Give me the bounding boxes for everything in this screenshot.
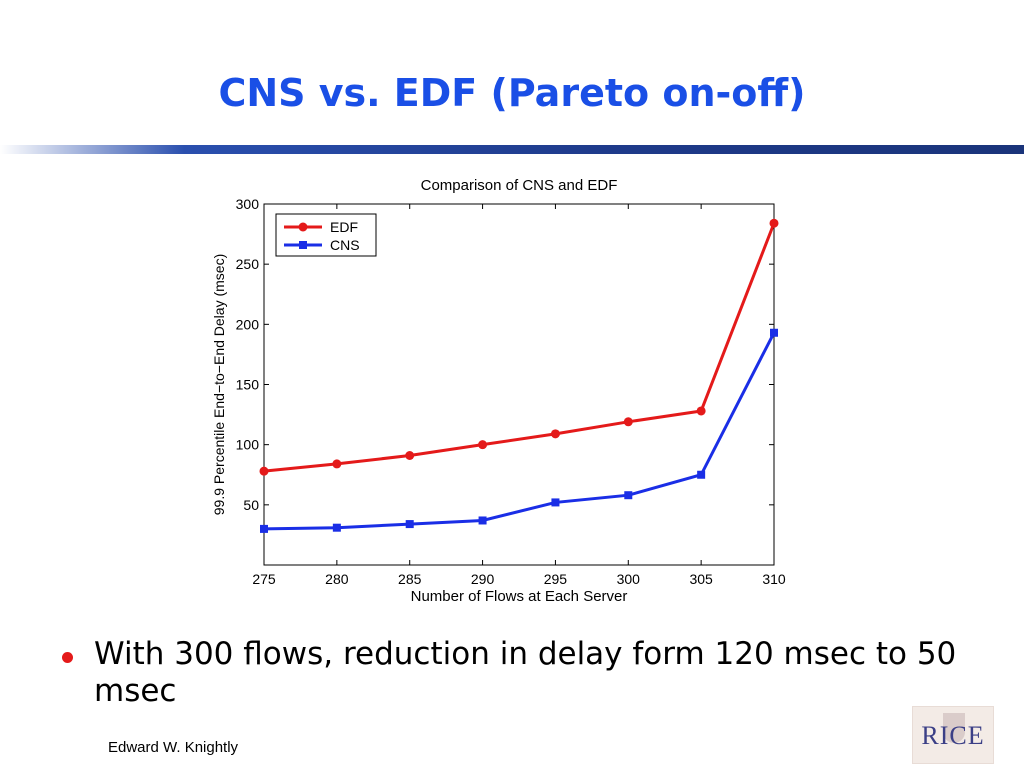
- x-tick-label: 290: [471, 571, 495, 587]
- data-point-edf: [550, 429, 560, 439]
- legend-label-cns: CNS: [330, 237, 360, 253]
- data-point-edf: [478, 440, 488, 450]
- data-point-cns: [697, 470, 706, 479]
- x-tick-label: 310: [762, 571, 786, 587]
- bullet-text: With 300 flows, reduction in delay form …: [94, 636, 957, 709]
- y-tick-label: 300: [236, 196, 260, 212]
- data-point-cns: [260, 524, 268, 533]
- x-tick-label: 285: [398, 571, 422, 587]
- legend-label-edf: EDF: [330, 219, 358, 235]
- x-tick-label: 275: [252, 571, 276, 587]
- legend-box: [275, 213, 377, 257]
- y-tick-label: 100: [236, 437, 260, 453]
- legend-marker-cns: [299, 241, 307, 249]
- title-divider: [0, 145, 1024, 154]
- legend-marker-edf: [298, 222, 308, 232]
- data-point-cns: [770, 328, 778, 337]
- logo-wordmark: RICE: [921, 721, 985, 750]
- data-point-cns: [624, 491, 633, 500]
- x-tick-label: 300: [617, 571, 641, 587]
- data-point-edf: [259, 466, 269, 476]
- x-tick-label: 295: [544, 571, 568, 587]
- y-tick-label: 200: [236, 316, 260, 332]
- y-tick-label: 150: [236, 377, 260, 393]
- data-point-cns: [478, 516, 487, 525]
- slide-title: CNS vs. EDF (Pareto on-off): [218, 71, 806, 115]
- data-point-cns: [551, 498, 560, 507]
- x-tick-label: 305: [689, 571, 713, 587]
- y-tick-label: 50: [243, 497, 259, 513]
- data-point-edf: [696, 406, 706, 416]
- data-point-cns: [332, 523, 341, 532]
- data-point-edf: [769, 218, 779, 228]
- data-point-edf: [623, 417, 633, 427]
- data-point-cns: [405, 520, 414, 529]
- bullet-dot-icon: [62, 652, 73, 663]
- data-point-edf: [405, 450, 415, 460]
- y-tick-label: 250: [236, 256, 260, 272]
- x-tick-label: 280: [325, 571, 349, 587]
- author-name: Edward W. Knightly: [108, 739, 239, 756]
- x-axis-label: Number of Flows at Each Server: [411, 588, 628, 605]
- chart-title: Comparison of CNS and EDF: [421, 177, 618, 194]
- logo-shield-icon: [943, 713, 965, 743]
- rice-logo: RICE: [912, 706, 994, 764]
- series-line-edf: [263, 222, 776, 473]
- y-axis-label: 99.9 Percentile End−to−End Delay (msec): [211, 254, 227, 515]
- data-point-edf: [332, 459, 342, 469]
- line-chart: Comparison of CNS and EDF 50 100 150 200 250 3…: [211, 177, 786, 605]
- series-line-cns: [263, 332, 776, 531]
